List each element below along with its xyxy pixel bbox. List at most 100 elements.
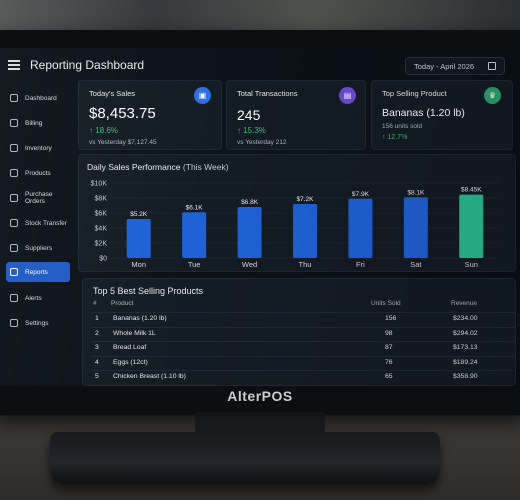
card-label: Total Transactions bbox=[237, 89, 298, 98]
sidebar-item-label: Stock Transfer bbox=[25, 219, 67, 227]
chart-title-text: Daily Sales Performance bbox=[87, 162, 181, 172]
y-tick-label: $8K bbox=[95, 196, 108, 203]
menu-icon[interactable] bbox=[8, 60, 20, 70]
sidebar-item-label: Reports bbox=[25, 268, 48, 276]
top-product-name: Bananas (1.20 lb) bbox=[382, 107, 465, 119]
y-tick-label: $4K bbox=[95, 226, 108, 233]
x-tick-label: Mon bbox=[131, 260, 146, 269]
bar-sat[interactable] bbox=[403, 197, 428, 258]
cell-product: Bananas (1.20 lb) bbox=[113, 315, 167, 322]
y-tick-label: $6K bbox=[95, 211, 108, 218]
cell-product: Chicken Breast (1.10 lb) bbox=[113, 373, 186, 380]
cell-units: 156 bbox=[385, 315, 397, 322]
card-total-transactions[interactable]: Total Transactions ▤ 245 ↑ 15.3% vs Yest… bbox=[226, 80, 366, 150]
header-rank: # bbox=[93, 300, 97, 307]
sidebar-item-inventory[interactable]: Inventory bbox=[6, 138, 70, 158]
sidebar-item-label: Dashboard bbox=[25, 94, 57, 102]
top-product-change: ↑ 12.7% bbox=[382, 134, 408, 141]
cell-revenue: $294.02 bbox=[453, 329, 478, 337]
table-row[interactable]: 5 Chicken Breast (1.10 lb) 65 $358.90 bbox=[83, 371, 520, 385]
sidebar-item-products[interactable]: Products bbox=[6, 163, 70, 183]
y-tick-label: $2K bbox=[95, 241, 108, 248]
bar-chart: $0 $2K $4K $6K $8K $10K $5.2K Mon $6.1K Tue $6.8K W… bbox=[91, 181, 499, 269]
x-tick-label: Sun bbox=[465, 260, 478, 269]
cell-rank: 2 bbox=[95, 329, 99, 337]
sidebar-item-label: Suppliers bbox=[25, 244, 53, 252]
bar-sun[interactable] bbox=[459, 194, 484, 258]
row-divider bbox=[91, 355, 516, 357]
row-divider bbox=[91, 341, 516, 342]
home-icon bbox=[10, 94, 18, 102]
sidebar-item-alerts[interactable]: Alerts bbox=[6, 288, 70, 308]
card-top-selling-product[interactable]: Top Selling Product ♛ Bananas (1.20 lb) … bbox=[371, 80, 513, 150]
cell-product: Bread Loaf bbox=[113, 344, 147, 351]
bar-tue[interactable] bbox=[182, 212, 207, 258]
sidebar-item-dashboard[interactable]: Dashboard bbox=[6, 88, 70, 108]
sidebar-item-billing[interactable]: Billing bbox=[6, 113, 70, 133]
sales-comparison: vs Yesterday $7,127.45 bbox=[89, 139, 157, 146]
receipt-icon bbox=[10, 119, 18, 127]
monitor-stand-base bbox=[50, 432, 440, 484]
cell-units: 76 bbox=[385, 358, 393, 366]
bell-icon bbox=[10, 294, 18, 302]
gear-icon bbox=[10, 319, 18, 327]
cell-units: 65 bbox=[385, 373, 393, 380]
sidebar: Dashboard Billing Inventory Products Purchas… bbox=[0, 84, 72, 384]
bar-value-label: $8.1K bbox=[407, 189, 425, 196]
trophy-icon: ♛ bbox=[484, 87, 501, 104]
table-row[interactable]: 4 Eggs (12ct) 76 $189.24 bbox=[83, 357, 520, 371]
x-tick-label: Thu bbox=[299, 260, 312, 269]
bar-value-label: $7.9K bbox=[352, 191, 370, 198]
sidebar-item-purchase-orders[interactable]: Purchase Orders bbox=[6, 188, 70, 208]
top-bar: Reporting Dashboard bbox=[0, 48, 520, 82]
date-range-picker[interactable]: Today - April 2026 bbox=[405, 57, 505, 75]
calendar-icon bbox=[488, 62, 496, 70]
transactions-change: ↑ 15.3% bbox=[237, 126, 266, 135]
bar-value-label: $6.1K bbox=[186, 204, 204, 211]
bar-fri[interactable] bbox=[348, 198, 373, 258]
cell-rank: 4 bbox=[95, 358, 99, 366]
daily-sales-chart-card: Daily Sales Performance (This Week) $0 $2… bbox=[78, 154, 516, 272]
chart-icon bbox=[10, 268, 18, 276]
bar-value-label: $6.8K bbox=[241, 199, 259, 206]
bar-value-label: $5.2K bbox=[130, 211, 148, 218]
card-todays-sales[interactable]: Today's Sales ▣ $8,453.75 ↑ 18.6% vs Yes… bbox=[78, 80, 222, 150]
sidebar-item-label: Inventory bbox=[25, 144, 52, 152]
row-divider bbox=[91, 312, 516, 313]
sidebar-item-settings[interactable]: Settings bbox=[6, 313, 70, 333]
date-range-label: Today - April 2026 bbox=[414, 61, 475, 71]
sidebar-item-stock-transfer[interactable]: Stock Transfer bbox=[6, 213, 70, 233]
bar-value-label: $7.2K bbox=[297, 196, 315, 203]
top-product-units: 156 units sold bbox=[382, 123, 423, 130]
transactions-comparison: vs Yesterday 212 bbox=[237, 139, 287, 146]
brand-logo: AlterPOS bbox=[227, 388, 293, 404]
cell-revenue: $173.13 bbox=[453, 344, 478, 351]
cell-product: Eggs (12ct) bbox=[113, 358, 148, 366]
header-product: Product bbox=[111, 300, 134, 307]
sidebar-item-suppliers[interactable]: Suppliers bbox=[6, 238, 70, 258]
table-row[interactable]: 1 Bananas (1.20 lb) 156 $234.00 bbox=[83, 313, 520, 327]
card-label: Top Selling Product bbox=[382, 89, 447, 98]
y-tick-label: $10K bbox=[91, 181, 108, 188]
cell-rank: 1 bbox=[95, 315, 99, 322]
card-label: Today's Sales bbox=[89, 89, 136, 98]
receipt-icon: ▤ bbox=[339, 87, 356, 104]
register-icon: ▣ bbox=[194, 87, 211, 104]
transfer-icon bbox=[10, 219, 18, 227]
bar-mon[interactable] bbox=[126, 219, 151, 258]
y-tick-label: $0 bbox=[99, 256, 107, 263]
transactions-value: 245 bbox=[237, 107, 261, 123]
bar-thu[interactable] bbox=[293, 204, 317, 258]
bar-wed[interactable] bbox=[237, 207, 262, 258]
table-row[interactable]: 3 Bread Loaf 87 $173.13 bbox=[83, 342, 520, 356]
sidebar-item-reports[interactable]: Reports bbox=[6, 262, 70, 282]
sales-change: ↑ 18.6% bbox=[89, 126, 118, 135]
table-row[interactable]: 2 Whole Milk 1L 98 $294.02 bbox=[83, 328, 520, 342]
cell-revenue: $189.24 bbox=[453, 358, 478, 366]
cell-units: 98 bbox=[385, 329, 393, 337]
clipboard-icon bbox=[10, 194, 18, 202]
sidebar-item-label: Products bbox=[25, 169, 51, 177]
sidebar-item-label: Alerts bbox=[25, 294, 42, 302]
screen: Reporting Dashboard Today - April 2026 D… bbox=[0, 48, 520, 386]
sidebar-item-label: Billing bbox=[25, 119, 43, 127]
